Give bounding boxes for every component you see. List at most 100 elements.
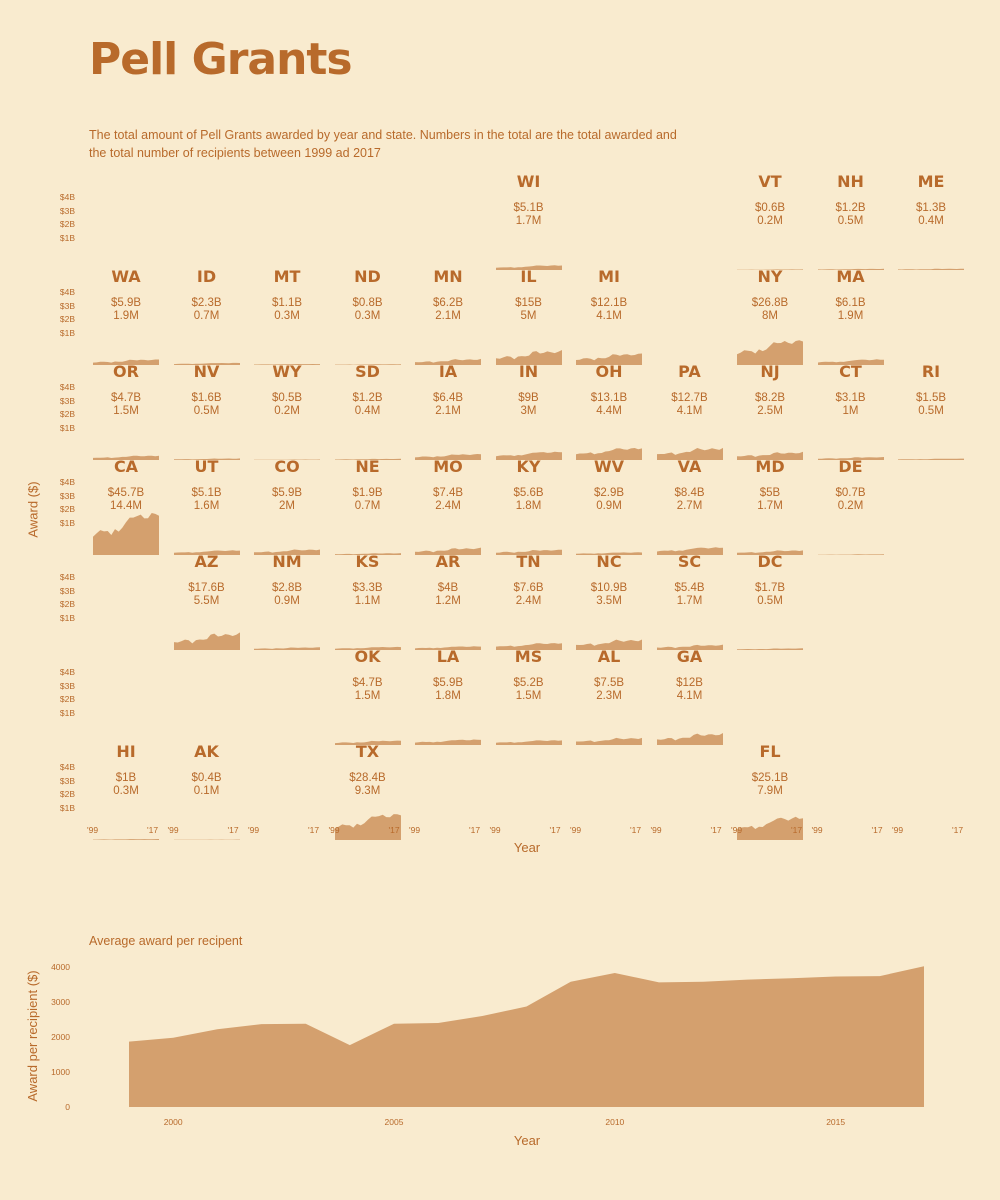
state-area — [93, 359, 159, 365]
average-award-chart: 0 1000 2000 3000 4000 2000 2005 2010 2015 Year Awa… — [25, 962, 924, 1148]
grid-y-tick: $4B — [59, 762, 75, 772]
grid-y-tick: $1B — [59, 517, 75, 528]
state-abbr: MO — [433, 457, 463, 476]
state-area-chart — [898, 458, 964, 460]
grid-y-tick: $1B — [59, 707, 75, 718]
state-recipients: 0.3M — [274, 310, 300, 322]
state-recipients: 2.3M — [596, 690, 622, 702]
state-area — [415, 646, 481, 650]
state-tile-co: CO $5.9B 2M — [254, 457, 320, 555]
grid-y-tick: $1B — [59, 232, 75, 243]
state-recipients: 3.5M — [596, 595, 622, 607]
state-area-chart — [254, 459, 320, 460]
state-area-chart — [576, 353, 642, 365]
grid-x-tick: '99 — [892, 825, 904, 835]
state-recipients: 1.7M — [515, 215, 542, 227]
grid-x-tick: '17 — [308, 825, 320, 835]
state-area — [173, 550, 240, 555]
state-tile-grid: WI $5.1B 1.7M VT $0.6B 0.2M NH $1.2B 0.5M ME $1.3B… — [59, 172, 964, 840]
state-recipients: 2M — [279, 500, 295, 512]
state-amount: $0.7B — [835, 487, 866, 499]
state-area-chart — [334, 646, 401, 650]
state-area — [576, 639, 642, 650]
state-area — [254, 459, 320, 460]
grid-x-tick: '99 — [570, 825, 582, 835]
state-amount: $0.4B — [191, 772, 222, 784]
state-area — [495, 350, 562, 365]
state-area-chart — [576, 448, 642, 460]
state-area-chart — [495, 451, 562, 460]
state-recipients: 1.8M — [435, 690, 461, 702]
state-amount: $0.5B — [271, 392, 303, 404]
state-area — [737, 340, 803, 365]
state-tile-tx: TX $28.4B 9.3M — [334, 742, 401, 840]
state-area-chart — [576, 639, 642, 650]
state-tile-id: ID $2.3B 0.7M — [173, 267, 240, 365]
grid-y-tick: $2B — [59, 219, 75, 229]
state-amount: $6.4B — [432, 392, 464, 404]
state-abbr: MA — [836, 267, 865, 286]
state-abbr: IN — [518, 362, 539, 381]
state-area — [415, 454, 481, 460]
state-abbr: AZ — [194, 552, 219, 571]
state-area — [334, 553, 401, 555]
page-title: Pell Grants — [89, 34, 353, 85]
state-area-chart — [93, 359, 159, 365]
state-abbr: CA — [113, 457, 139, 476]
state-area-chart — [656, 644, 723, 650]
state-tile-ma: MA $6.1B 1.9M — [817, 267, 884, 365]
grid-x-axis-title: Year — [513, 840, 541, 855]
state-tile-ok: OK $4.7B 1.5M — [334, 647, 401, 745]
state-recipients: 0.4M — [918, 215, 944, 227]
grid-x-tick: '99 — [731, 825, 743, 835]
state-tile-vt: VT $0.6B 0.2M — [737, 172, 803, 270]
state-recipients: 1.5M — [515, 690, 542, 702]
state-area — [254, 647, 320, 650]
state-area — [334, 646, 401, 650]
state-area-chart — [93, 513, 159, 555]
state-amount: $12.7B — [671, 392, 708, 404]
state-tile-ar: AR $4B 1.2M — [415, 552, 481, 650]
state-area — [254, 549, 320, 555]
state-area-chart — [495, 265, 562, 270]
state-tile-ri: RI $1.5B 0.5M — [898, 362, 964, 460]
state-abbr: OR — [113, 362, 139, 381]
state-area — [576, 353, 642, 365]
state-area-chart — [254, 647, 320, 650]
state-amount: $4.7B — [352, 677, 383, 689]
state-area — [817, 268, 884, 270]
avg-y-tick: 4000 — [51, 962, 70, 972]
state-tile-md: MD $5B 1.7M — [737, 457, 803, 555]
state-abbr: RI — [921, 362, 941, 381]
grid-y-tick: $3B — [59, 775, 75, 786]
state-abbr: MT — [273, 267, 301, 286]
state-recipients: 1.5M — [113, 405, 139, 417]
state-area — [656, 644, 723, 650]
state-area-chart — [737, 550, 803, 555]
avg-y-tick: 2000 — [51, 1032, 70, 1042]
state-area-chart — [737, 451, 803, 460]
state-area-chart — [495, 740, 562, 745]
state-area-chart — [173, 839, 240, 840]
grid-y-axis-title: Award ($) — [25, 481, 41, 538]
grid-y-tick: $1B — [59, 802, 75, 813]
state-abbr: IA — [438, 362, 458, 381]
grid-x-tick: '17 — [710, 825, 722, 835]
state-area — [415, 547, 481, 555]
state-recipients: 2.1M — [435, 310, 461, 322]
state-recipients: 1.8M — [515, 500, 542, 512]
state-abbr: MD — [755, 457, 785, 476]
grid-y-tick: $2B — [59, 694, 75, 704]
state-tile-nc: NC $10.9B 3.5M — [576, 552, 642, 650]
state-tile-nh: NH $1.2B 0.5M — [817, 172, 884, 270]
state-amount: $3.1B — [835, 392, 866, 404]
state-recipients: 1.7M — [676, 595, 703, 607]
state-tile-al: AL $7.5B 2.3M — [576, 647, 642, 745]
state-area — [656, 447, 723, 460]
state-amount: $4B — [437, 582, 459, 594]
state-area — [495, 265, 562, 270]
grid-x-tick: '17 — [227, 825, 239, 835]
grid-y-tick: $2B — [59, 504, 75, 514]
state-amount: $10.9B — [590, 582, 628, 594]
state-recipients: 0.2M — [837, 500, 864, 512]
